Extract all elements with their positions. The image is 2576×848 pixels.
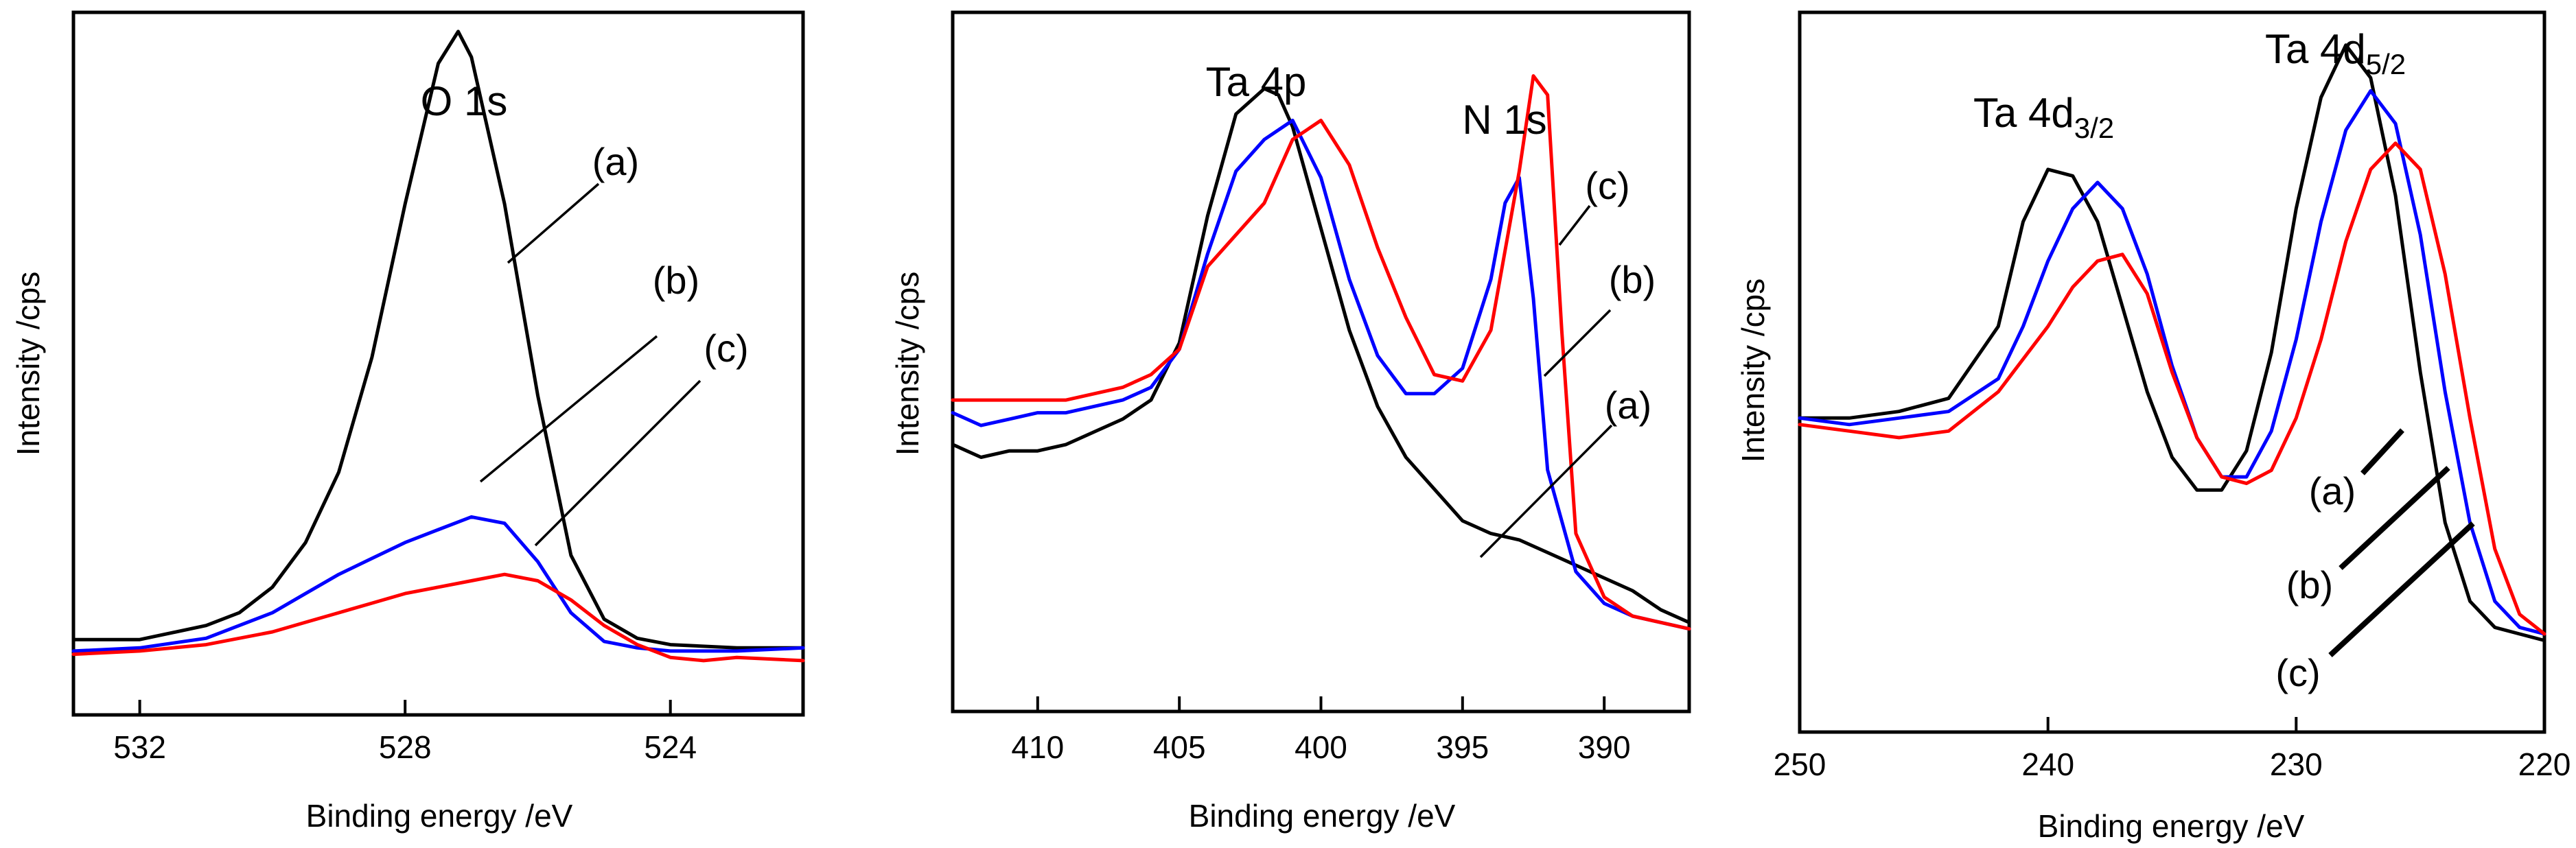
series-line-a-panel-1	[71, 30, 805, 650]
leader-line-c-3	[2328, 521, 2475, 657]
curve-label-b-3: (b)	[2286, 563, 2333, 606]
curve-label-a-3: (a)	[2309, 469, 2356, 513]
leader-line-b-3	[2339, 466, 2450, 570]
series-line-a-panel-3	[1798, 43, 2546, 642]
peak-label-o1s: O 1s	[421, 78, 508, 124]
peak-label-ta4d-5-2: Ta 4d5/2	[2265, 26, 2406, 80]
y-axis-label-2: Intensity /cps	[890, 272, 925, 456]
panel-ta4d: 250 240 230 220 Ta 4d3/2 Ta 4d5/2 (a) (b) (…	[1735, 10, 2571, 844]
series-line-b-panel-3	[1798, 89, 2546, 636]
peak-label-ta4p: Ta 4p	[1206, 59, 1307, 105]
series-group-2	[951, 74, 1691, 631]
curve-label-b-2: (b)	[1609, 258, 1656, 301]
x-tick-label: 528	[379, 729, 432, 765]
series-group-3	[1798, 43, 2546, 642]
curve-label-c-2: (c)	[1585, 164, 1629, 207]
x-tick-label: 524	[644, 729, 697, 765]
leader-line-a-3	[2360, 428, 2404, 475]
y-axis-label-3: Intensity /cps	[1735, 279, 1771, 462]
peak-label-ta4d-3-2-subscript: 3/2	[2074, 112, 2114, 144]
curve-label-a-1: (a)	[592, 140, 639, 183]
x-tick-label: 240	[2021, 746, 2074, 782]
peak-label-ta4d-3-2: Ta 4d3/2	[1973, 90, 2114, 144]
leader-line-c-2	[1558, 204, 1591, 246]
leader-line-a-2	[1479, 424, 1613, 558]
x-tick-label: 410	[1011, 729, 1064, 765]
tick-group-1: 532 528 524	[113, 700, 697, 765]
x-axis-label-3: Binding energy /eV	[2038, 808, 2305, 844]
series-group-1	[71, 30, 805, 663]
peak-label-ta4d-3-2-main: Ta 4d	[1973, 90, 2074, 136]
curve-label-c-1: (c)	[704, 327, 748, 370]
x-tick-label: 250	[1774, 746, 1826, 782]
leader-line-b-1	[479, 335, 658, 483]
x-axis-label-1: Binding energy /eV	[306, 798, 573, 834]
x-tick-label: 230	[2270, 746, 2323, 782]
curve-label-a-2: (a)	[1605, 384, 1651, 427]
curve-label-b-1: (b)	[653, 259, 699, 302]
x-axis-label-2: Binding energy /eV	[1189, 798, 1456, 834]
series-line-c-panel-2	[951, 74, 1691, 631]
panel-ta4p-n1s: 410 405 400 395 390 Ta 4p N 1s (c) (b) (a) B…	[890, 10, 1691, 834]
peak-label-ta4d-5-2-subscript: 5/2	[2366, 48, 2406, 80]
plot-frame-3	[1798, 10, 2546, 734]
plot-frame-1	[71, 10, 805, 717]
peak-label-ta4d-5-2-main: Ta 4d	[2265, 26, 2366, 72]
y-axis-label-1: Intensity /cps	[10, 272, 46, 456]
leader-line-a-1	[507, 182, 600, 264]
panel-o1s: 532 528 524 O 1s (a) (b) (c) Binding energ…	[10, 10, 805, 834]
series-line-b-panel-2	[951, 119, 1691, 631]
series-line-c-panel-1	[71, 572, 805, 663]
x-tick-label: 220	[2518, 746, 2571, 782]
series-line-a-panel-2	[951, 86, 1691, 624]
tick-group-2: 410 405 400 395 390	[1011, 696, 1631, 765]
x-tick-label: 405	[1153, 729, 1206, 765]
plot-frame-2	[951, 10, 1691, 714]
curve-label-c-3: (c)	[2275, 651, 2320, 694]
leader-line-c-1	[534, 379, 701, 547]
leader-line-b-2	[1543, 309, 1612, 377]
x-tick-label: 390	[1578, 729, 1631, 765]
x-tick-label: 532	[113, 729, 166, 765]
series-line-c-panel-3	[1798, 141, 2546, 636]
tick-group-3: 250 240 230 220	[1774, 717, 2571, 782]
x-tick-label: 400	[1295, 729, 1347, 765]
x-tick-label: 395	[1436, 729, 1489, 765]
peak-label-n1s: N 1s	[1462, 97, 1546, 143]
